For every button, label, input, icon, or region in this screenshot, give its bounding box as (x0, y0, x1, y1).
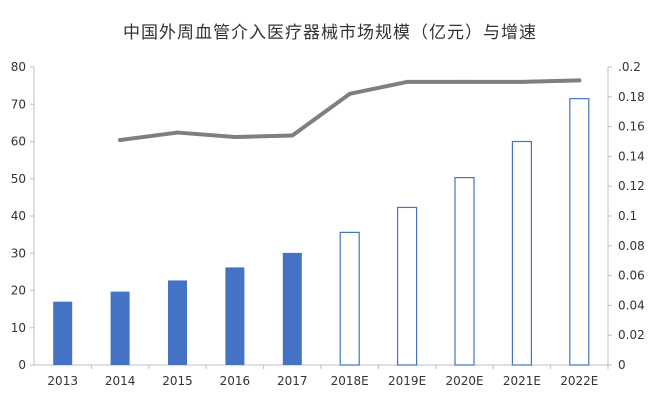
y-right-tick-label: 0.1 (618, 209, 637, 223)
bar-estimated (569, 98, 590, 366)
growth-point (462, 79, 467, 84)
ticks-layer: 0 10 20 30 40 50 60 70 80 0 0.02 0.04 0.06 0.08 0.1 0.1… (11, 60, 645, 388)
bars-layer (53, 98, 590, 366)
growth-point (118, 138, 123, 143)
x-tick-label: 2020E (445, 374, 483, 388)
y-left-tick-label: 40 (11, 209, 26, 223)
y-left-tick-label: 30 (11, 246, 26, 260)
y-right-tick-label: 0.14 (618, 149, 645, 163)
x-tick-label: 2015 (162, 374, 193, 388)
bar-estimated (454, 177, 475, 366)
y-left-tick-label: 50 (11, 172, 26, 186)
growth-line (118, 78, 582, 143)
x-tick-label: 2013 (47, 374, 78, 388)
growth-point (577, 78, 582, 83)
y-right-tick-label: 0.06 (618, 269, 645, 283)
x-tick-label: 2014 (105, 374, 136, 388)
bar-estimated (339, 231, 360, 366)
bar-actual (282, 252, 302, 365)
growth-point (232, 135, 237, 140)
bar-estimated (397, 206, 418, 366)
bar-actual (110, 291, 130, 365)
x-tick-label: 2017 (277, 374, 308, 388)
y-right-tick-label: 0.04 (618, 298, 645, 312)
growth-point (405, 79, 410, 84)
bar-actual (53, 301, 73, 365)
y-left-tick-label: 80 (11, 60, 26, 74)
line-layer (118, 78, 582, 143)
bar-estimated (511, 140, 533, 366)
x-tick-label: 2021E (503, 374, 541, 388)
x-tick-label: 2016 (220, 374, 251, 388)
y-left-tick-label: 20 (11, 284, 26, 298)
y-right-tick-label: 0.12 (618, 179, 645, 193)
y-right-tick-label: 0.18 (618, 90, 645, 104)
bar-actual (168, 280, 187, 365)
growth-point (290, 133, 295, 138)
bar-actual (225, 267, 245, 365)
y-left-tick-label: 70 (11, 97, 26, 111)
y-right-tick-label: 0.16 (618, 120, 645, 134)
x-tick-label: 2022E (560, 374, 598, 388)
y-left-tick-label: 10 (11, 321, 26, 335)
y-left-tick-label: 60 (11, 135, 26, 149)
growth-point (175, 130, 180, 135)
growth-point (519, 79, 524, 84)
y-right-tick-label: 0.02 (618, 328, 645, 342)
chart-title: 中国外周血管介入医疗器械市场规模（亿元）与增速 (123, 23, 537, 43)
x-tick-label: 2018E (331, 374, 369, 388)
y-right-tick-label: .0.2 (618, 60, 641, 74)
y-right-tick-label: 0 (618, 358, 626, 372)
y-left-tick-label: 0 (18, 358, 26, 372)
y-right-tick-label: 0.08 (618, 239, 645, 253)
x-tick-label: 2019E (388, 374, 426, 388)
growth-point (347, 91, 352, 96)
